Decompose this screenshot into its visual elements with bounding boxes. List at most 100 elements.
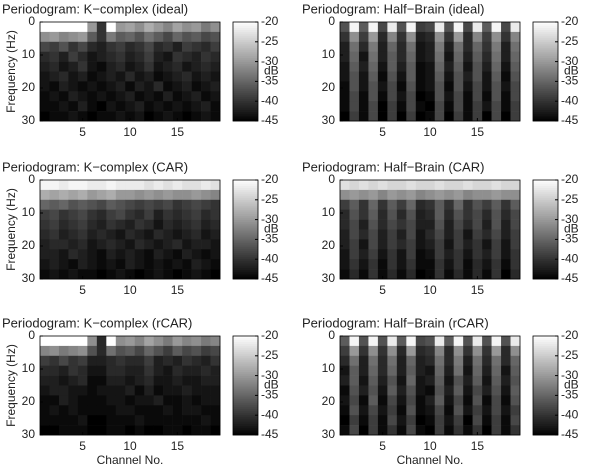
heat-cell: [58, 336, 69, 347]
heat-cell: [96, 101, 107, 112]
heat-cell: [201, 61, 211, 72]
colorbar-step: [233, 373, 258, 376]
heat-cell: [58, 180, 69, 191]
heat-cell: [482, 375, 492, 386]
heat-cell: [444, 425, 454, 436]
heat-cell: [77, 81, 88, 92]
heat-cell: [425, 189, 436, 201]
heat-cell: [210, 189, 221, 201]
heat-cell: [444, 61, 454, 72]
heat-cell: [68, 91, 79, 102]
heat-cell: [144, 61, 154, 72]
heat-cell: [434, 209, 445, 220]
heat-cell: [163, 355, 173, 366]
heat-cell: [58, 61, 69, 72]
y-tick-label: 0: [28, 14, 35, 28]
heat-cell: [368, 209, 379, 220]
heat-cell: [182, 336, 192, 347]
colorbar-step: [533, 367, 558, 370]
colorbar-step: [533, 73, 558, 76]
heat-cell: [368, 189, 379, 201]
heat-cell: [106, 199, 117, 210]
heat-cell: [453, 425, 464, 436]
heat-cell: [49, 345, 60, 357]
colorbar-step: [533, 255, 558, 258]
chart-title: Periodogram: Half−Brain (rCAR): [302, 315, 489, 330]
heat-cell: [340, 425, 350, 436]
heat-cell: [387, 336, 398, 347]
heat-cell: [491, 345, 502, 357]
colorbar-step: [233, 43, 258, 47]
heat-cell: [415, 365, 426, 376]
colorbar-tick-label: -45: [561, 271, 579, 285]
colorbar-step: [233, 415, 258, 418]
heat-cell: [434, 41, 445, 52]
heat-cell: [387, 81, 398, 92]
heat-cell: [472, 259, 483, 270]
heat-cell: [191, 239, 202, 250]
heat-cell: [68, 71, 79, 82]
heat-cell: [406, 209, 417, 220]
heat-cell: [377, 51, 388, 62]
colorbar-step: [533, 381, 558, 384]
heat-cell: [87, 101, 98, 112]
heat-cell: [491, 71, 502, 82]
heat-cell: [501, 91, 511, 102]
heat-cell: [163, 41, 173, 52]
colorbar-step: [533, 180, 558, 183]
heat-cell: [210, 41, 221, 52]
colorbar-step: [233, 205, 258, 209]
heat-cell: [77, 269, 88, 280]
colorbar-tick-label: -30: [561, 54, 579, 68]
colorbar-step: [233, 229, 258, 232]
colorbar-step: [233, 241, 258, 244]
heat-cell: [491, 199, 502, 210]
heat-cell: [377, 269, 388, 280]
heat-cell: [453, 101, 464, 112]
heat-cell: [472, 405, 483, 416]
colorbar-tick-label: -35: [261, 388, 279, 402]
colorbar-step: [533, 433, 558, 436]
heat-cell: [125, 365, 136, 376]
colorbar-step: [533, 231, 558, 234]
colorbar-step: [533, 345, 558, 349]
colorbar-step: [233, 107, 258, 110]
heat-cell: [406, 385, 417, 396]
heat-cell: [87, 51, 98, 62]
colorbar-tick-label: -20: [561, 14, 579, 28]
heat-cell: [68, 101, 79, 112]
colorbar-step: [233, 93, 258, 96]
heat-cell: [472, 22, 483, 33]
heat-cell: [453, 336, 464, 347]
heat-cell: [77, 345, 88, 357]
colorbar-tick-label: -45: [261, 113, 279, 127]
heat-cell: [377, 415, 388, 426]
heat-cell: [96, 219, 107, 230]
heat-cell: [463, 91, 473, 102]
heat-cell: [358, 395, 369, 406]
heat-cell: [472, 189, 483, 201]
colorbar-step: [533, 189, 558, 193]
heat-cell: [58, 249, 69, 260]
heat-cell: [77, 101, 88, 112]
heat-cell: [87, 385, 98, 396]
heat-cell: [125, 415, 136, 426]
heat-cell: [125, 345, 136, 357]
colorbar-step: [533, 113, 558, 116]
heat-cell: [153, 22, 164, 33]
colorbar-step: [233, 377, 258, 380]
heat-cell: [40, 259, 50, 270]
heat-cell: [182, 385, 192, 396]
colorbar-step: [533, 187, 558, 191]
heat-cell: [144, 180, 154, 191]
colorbar-step: [533, 257, 558, 260]
y-tick-label: 20: [322, 238, 336, 252]
colorbar-tick-label: -35: [561, 388, 579, 402]
y-tick-label: 10: [322, 47, 336, 61]
y-tick-label: 10: [22, 205, 36, 219]
heat-cell: [340, 219, 350, 230]
heat-cell: [77, 425, 88, 436]
heat-cell: [96, 199, 107, 210]
heat-cell: [377, 101, 388, 112]
heat-cell: [377, 336, 388, 347]
